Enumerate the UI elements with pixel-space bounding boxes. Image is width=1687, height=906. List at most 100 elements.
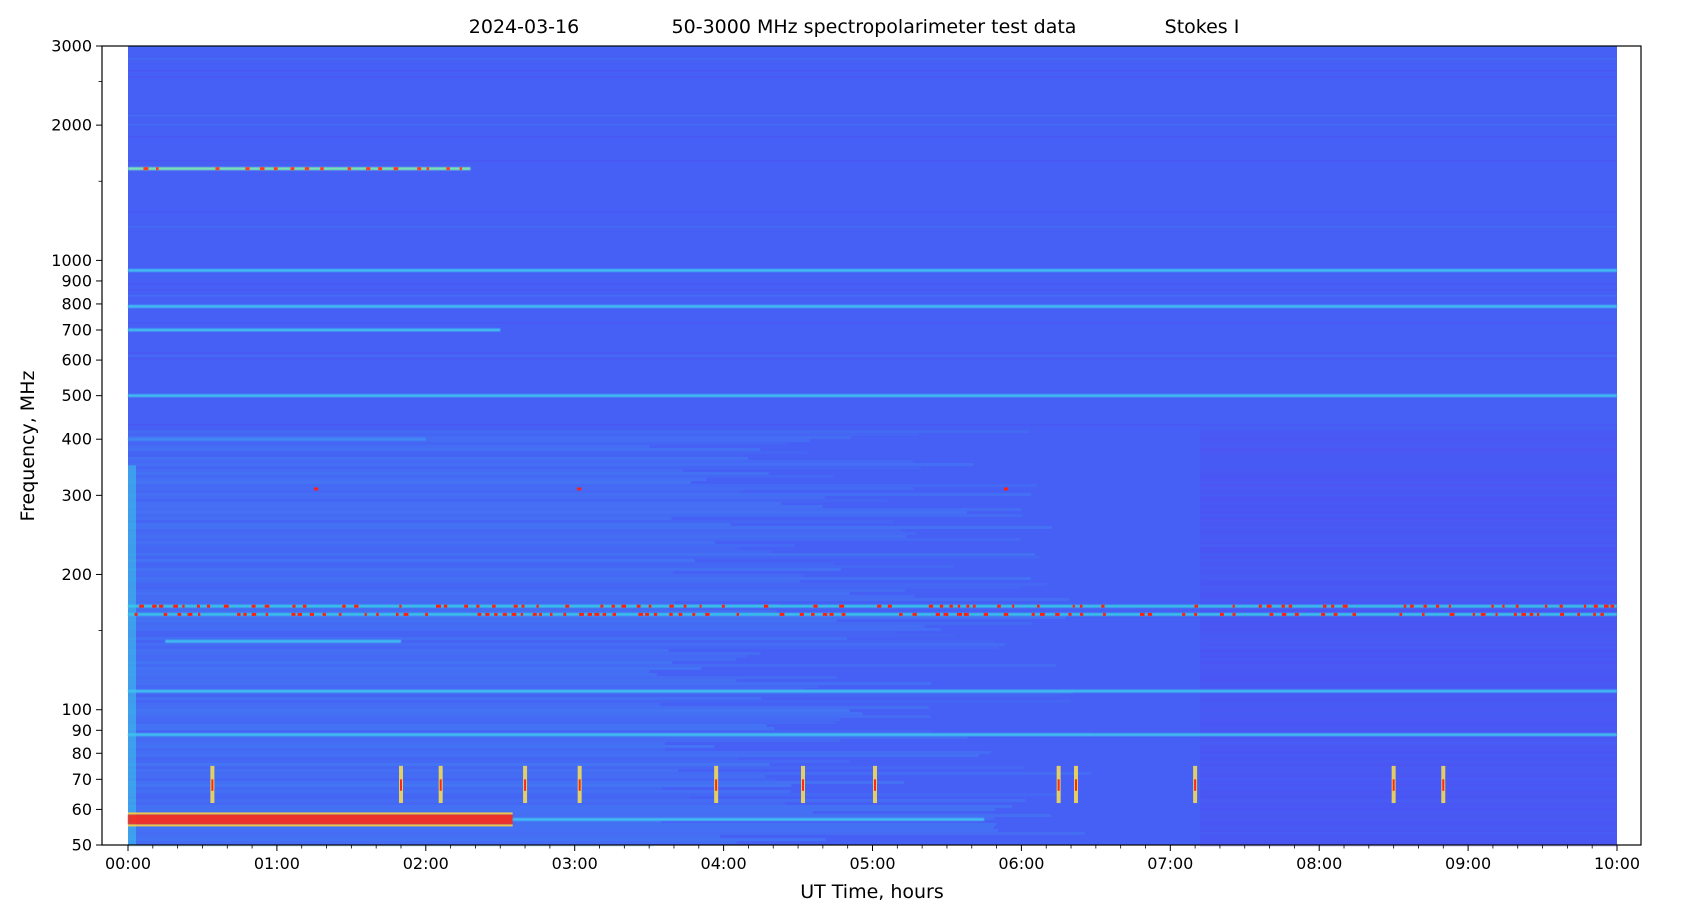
texture-band xyxy=(1200,493,1617,496)
rfi-dot xyxy=(443,604,448,608)
texture-band xyxy=(1200,433,1617,436)
rfi-dot xyxy=(1140,612,1145,616)
texture-band xyxy=(1200,700,1617,703)
x-tick-label: 09:00 xyxy=(1445,854,1491,873)
y-tick-label: 400 xyxy=(61,430,92,449)
texture-band xyxy=(128,709,850,712)
rfi-dot xyxy=(1037,604,1040,608)
texture-band xyxy=(128,826,994,829)
rfi-dot xyxy=(579,612,584,616)
texture-band xyxy=(1200,790,1617,793)
texture-band xyxy=(128,496,825,499)
texture-band xyxy=(128,505,823,508)
rfi-dot xyxy=(1232,604,1235,608)
texture-band xyxy=(128,592,850,595)
texture-band xyxy=(128,697,762,700)
texture-band xyxy=(128,457,749,460)
texture-band xyxy=(1200,739,1617,742)
texture-band xyxy=(128,598,1070,601)
rfi-dot xyxy=(417,167,422,171)
texture-band xyxy=(1200,592,1617,595)
rfi-dot xyxy=(1449,612,1455,616)
texture-band xyxy=(1200,661,1617,664)
texture-band xyxy=(128,751,991,754)
texture-band xyxy=(128,832,1085,835)
texture-band xyxy=(1200,703,1617,706)
rfi-dot xyxy=(1266,604,1272,608)
texture-band xyxy=(1200,814,1617,817)
texture-band xyxy=(1200,610,1617,613)
texture-band xyxy=(1200,616,1617,619)
texture-band xyxy=(128,796,690,799)
texture-band xyxy=(1200,430,1617,433)
texture-band xyxy=(1200,706,1617,709)
rfi-dot xyxy=(1321,612,1326,616)
rfi-dot xyxy=(949,604,953,608)
rfi-dot xyxy=(653,612,658,616)
texture-band xyxy=(128,646,1000,649)
rfi-dot xyxy=(1331,604,1335,608)
texture-band xyxy=(128,526,1052,529)
spectral-line xyxy=(128,604,1617,608)
rfi-dot xyxy=(636,604,641,608)
texture-band xyxy=(128,568,841,571)
x-tick-label: 10:00 xyxy=(1594,854,1640,873)
texture-band xyxy=(128,358,1617,360)
texture-band xyxy=(128,490,741,493)
rfi-dot xyxy=(134,612,138,616)
texture-band xyxy=(1200,448,1617,451)
texture-band xyxy=(128,70,1617,72)
rfi-dot xyxy=(395,612,399,616)
rfi-speckle xyxy=(577,487,582,491)
texture-band xyxy=(128,607,670,610)
burst-core xyxy=(1392,779,1395,791)
spectral-line-halo xyxy=(128,812,513,815)
rfi-dot xyxy=(1039,612,1045,616)
burst-core xyxy=(1194,779,1197,791)
texture-band xyxy=(1200,634,1617,637)
rfi-dot xyxy=(587,612,593,616)
rfi-dot xyxy=(1435,604,1440,608)
rfi-dot xyxy=(1491,604,1494,608)
rfi-dot xyxy=(1536,612,1540,616)
x-axis-label: UT Time, hours xyxy=(800,881,944,903)
texture-band xyxy=(1200,550,1617,553)
texture-band xyxy=(128,619,837,622)
x-tick-label: 03:00 xyxy=(552,854,598,873)
rfi-dot xyxy=(957,604,961,608)
texture-band xyxy=(1200,673,1617,676)
rfi-dot xyxy=(699,604,702,608)
rfi-dot xyxy=(378,167,383,171)
rfi-dot xyxy=(1322,604,1327,608)
texture-band xyxy=(128,556,1040,559)
texture-band xyxy=(128,778,777,781)
texture-band xyxy=(1200,640,1617,643)
rfi-dot xyxy=(1502,604,1505,608)
rfi-dot xyxy=(612,612,616,616)
rfi-dot xyxy=(1448,604,1452,608)
rfi-dot xyxy=(811,612,815,616)
texture-band xyxy=(1200,541,1617,544)
texture-band xyxy=(1200,778,1617,781)
texture-band xyxy=(128,655,748,658)
rfi-dot xyxy=(338,612,342,616)
rfi-dot xyxy=(520,612,523,616)
rfi-dot xyxy=(1072,604,1075,608)
texture-band xyxy=(1200,451,1617,454)
texture-band xyxy=(128,529,902,532)
texture-band xyxy=(1200,559,1617,562)
rfi-dot xyxy=(1281,612,1287,616)
texture-band xyxy=(1200,718,1617,721)
texture-band xyxy=(1200,583,1617,586)
texture-band xyxy=(1200,721,1617,724)
rfi-dot xyxy=(1513,612,1517,616)
rfi-dot xyxy=(899,612,903,616)
texture-band xyxy=(128,694,1061,697)
rfi-dot xyxy=(425,612,429,616)
rfi-dot xyxy=(259,167,265,171)
texture-band xyxy=(1200,835,1617,838)
y-tick-label: 200 xyxy=(61,565,92,584)
texture-band xyxy=(128,46,1617,48)
texture-band xyxy=(1200,646,1617,649)
texture-band xyxy=(1200,679,1617,682)
